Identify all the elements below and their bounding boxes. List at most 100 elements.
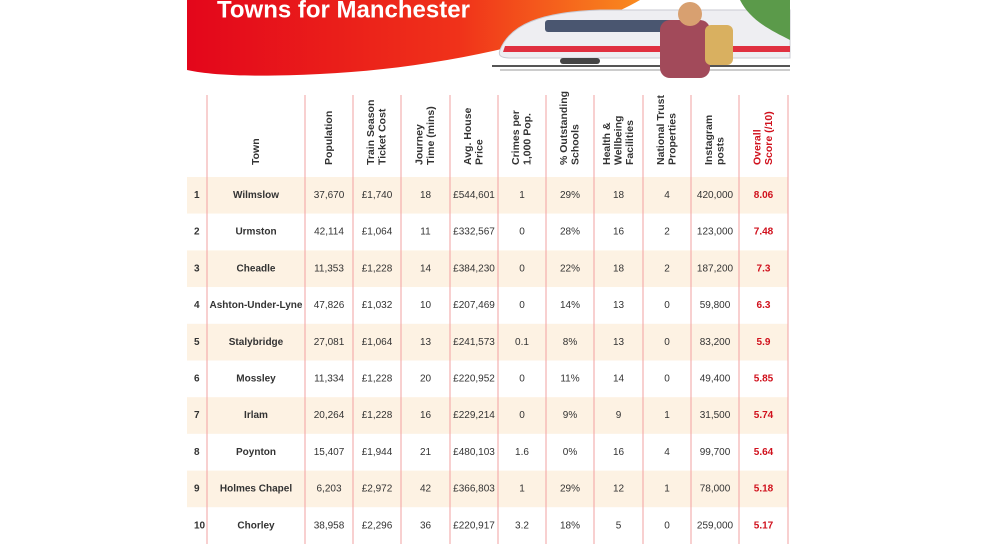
cell: £480,103 — [453, 447, 495, 458]
cell: 49,400 — [700, 373, 731, 384]
cell: 259,000 — [697, 520, 734, 531]
cell: 20,264 — [314, 410, 345, 421]
row-background — [187, 360, 788, 398]
cell: 47,826 — [314, 300, 345, 311]
cell: £544,601 — [453, 190, 495, 201]
cell: 0 — [664, 520, 670, 531]
cell: £366,803 — [453, 484, 495, 495]
cell: £1,228 — [362, 410, 393, 421]
cell: £229,214 — [453, 410, 495, 421]
cell: 1.6 — [515, 447, 529, 458]
column-header: Price — [474, 139, 486, 165]
cell: 0 — [664, 373, 670, 384]
cell: 13 — [613, 300, 625, 311]
cell: 2 — [664, 227, 670, 238]
cell: 1 — [664, 484, 670, 495]
column-header: 1,000 Pop. — [522, 113, 534, 165]
cell: 12 — [613, 484, 625, 495]
town-name: Holmes Chapel — [220, 484, 292, 495]
row-background — [187, 323, 788, 361]
cell: 20 — [420, 373, 432, 384]
cell: 83,200 — [700, 337, 731, 348]
column-header: Instagram — [703, 115, 715, 165]
column-header: Town — [250, 138, 262, 165]
column-header: Avg. House — [462, 107, 474, 165]
cell: 0 — [519, 373, 525, 384]
column-header: posts — [715, 137, 727, 165]
cell: 37,670 — [314, 190, 345, 201]
row-background — [187, 397, 788, 434]
cell: 3.2 — [515, 520, 529, 531]
town-name: Cheadle — [237, 263, 276, 274]
town-name: Chorley — [237, 520, 275, 531]
cell: 15,407 — [314, 447, 345, 458]
cell: 0 — [519, 410, 525, 421]
cell: 14 — [613, 373, 625, 384]
cell: 2 — [664, 263, 670, 274]
cell: 29% — [560, 484, 580, 495]
cell: 0 — [664, 300, 670, 311]
column-header: Ticket Cost — [377, 108, 389, 165]
rank: 1 — [194, 190, 200, 201]
cell: 31,500 — [700, 410, 731, 421]
overall-score: 8.06 — [754, 190, 774, 201]
cell: £220,952 — [453, 373, 495, 384]
cell: 0% — [563, 447, 578, 458]
cell: 11 — [420, 227, 431, 238]
column-header: Facilities — [624, 120, 636, 165]
overall-score: 5.74 — [754, 410, 774, 421]
cell: 14% — [560, 300, 580, 311]
cell: 22% — [560, 263, 580, 274]
cell: 4 — [664, 447, 670, 458]
row-background — [187, 433, 788, 471]
cell: 78,000 — [700, 484, 731, 495]
cell: 420,000 — [697, 190, 734, 201]
cell: 11,334 — [314, 373, 344, 384]
overall-score: 5.18 — [754, 484, 774, 495]
overall-score: 7.3 — [757, 263, 771, 274]
cell: 187,200 — [697, 263, 734, 274]
header-banner — [187, 0, 640, 76]
town-name: Irlam — [244, 410, 268, 421]
rank: 7 — [194, 410, 200, 421]
row-background — [187, 507, 788, 544]
cell: 9% — [563, 410, 578, 421]
column-header: Population — [323, 111, 335, 165]
cell: 18% — [560, 520, 580, 531]
row-background — [187, 213, 788, 251]
cell: 16 — [613, 227, 625, 238]
column-header: Score (/10) — [763, 111, 775, 165]
rank: 4 — [194, 300, 200, 311]
cell: 42,114 — [314, 227, 344, 238]
overall-score: 5.85 — [754, 373, 774, 384]
rank: 2 — [194, 227, 200, 238]
overall-score: 5.17 — [754, 520, 774, 531]
column-header: Overall — [752, 129, 764, 165]
cell: 99,700 — [700, 447, 731, 458]
overall-score: 5.9 — [757, 337, 771, 348]
cell: 18 — [420, 190, 432, 201]
rank: 10 — [194, 520, 206, 531]
town-name: Mossley — [236, 373, 276, 384]
row-background — [187, 470, 788, 508]
cell: £332,567 — [453, 227, 495, 238]
cell: £1,228 — [362, 263, 393, 274]
cell: £384,230 — [453, 263, 495, 274]
cell: 1 — [664, 410, 670, 421]
cell: £1,064 — [362, 337, 393, 348]
cell: 10 — [420, 300, 432, 311]
column-header: Wellbeing — [612, 116, 624, 165]
row-background — [187, 250, 788, 288]
cell: 6,203 — [316, 484, 341, 495]
rank: 5 — [194, 337, 200, 348]
cell: 29% — [560, 190, 580, 201]
rank: 9 — [194, 484, 200, 495]
rank: 6 — [194, 373, 200, 384]
cell: 1 — [519, 484, 525, 495]
cell: 8% — [563, 337, 578, 348]
cell: £1,032 — [362, 300, 393, 311]
row-background — [187, 177, 788, 214]
cell: 42 — [420, 484, 432, 495]
cell: 38,958 — [314, 520, 345, 531]
